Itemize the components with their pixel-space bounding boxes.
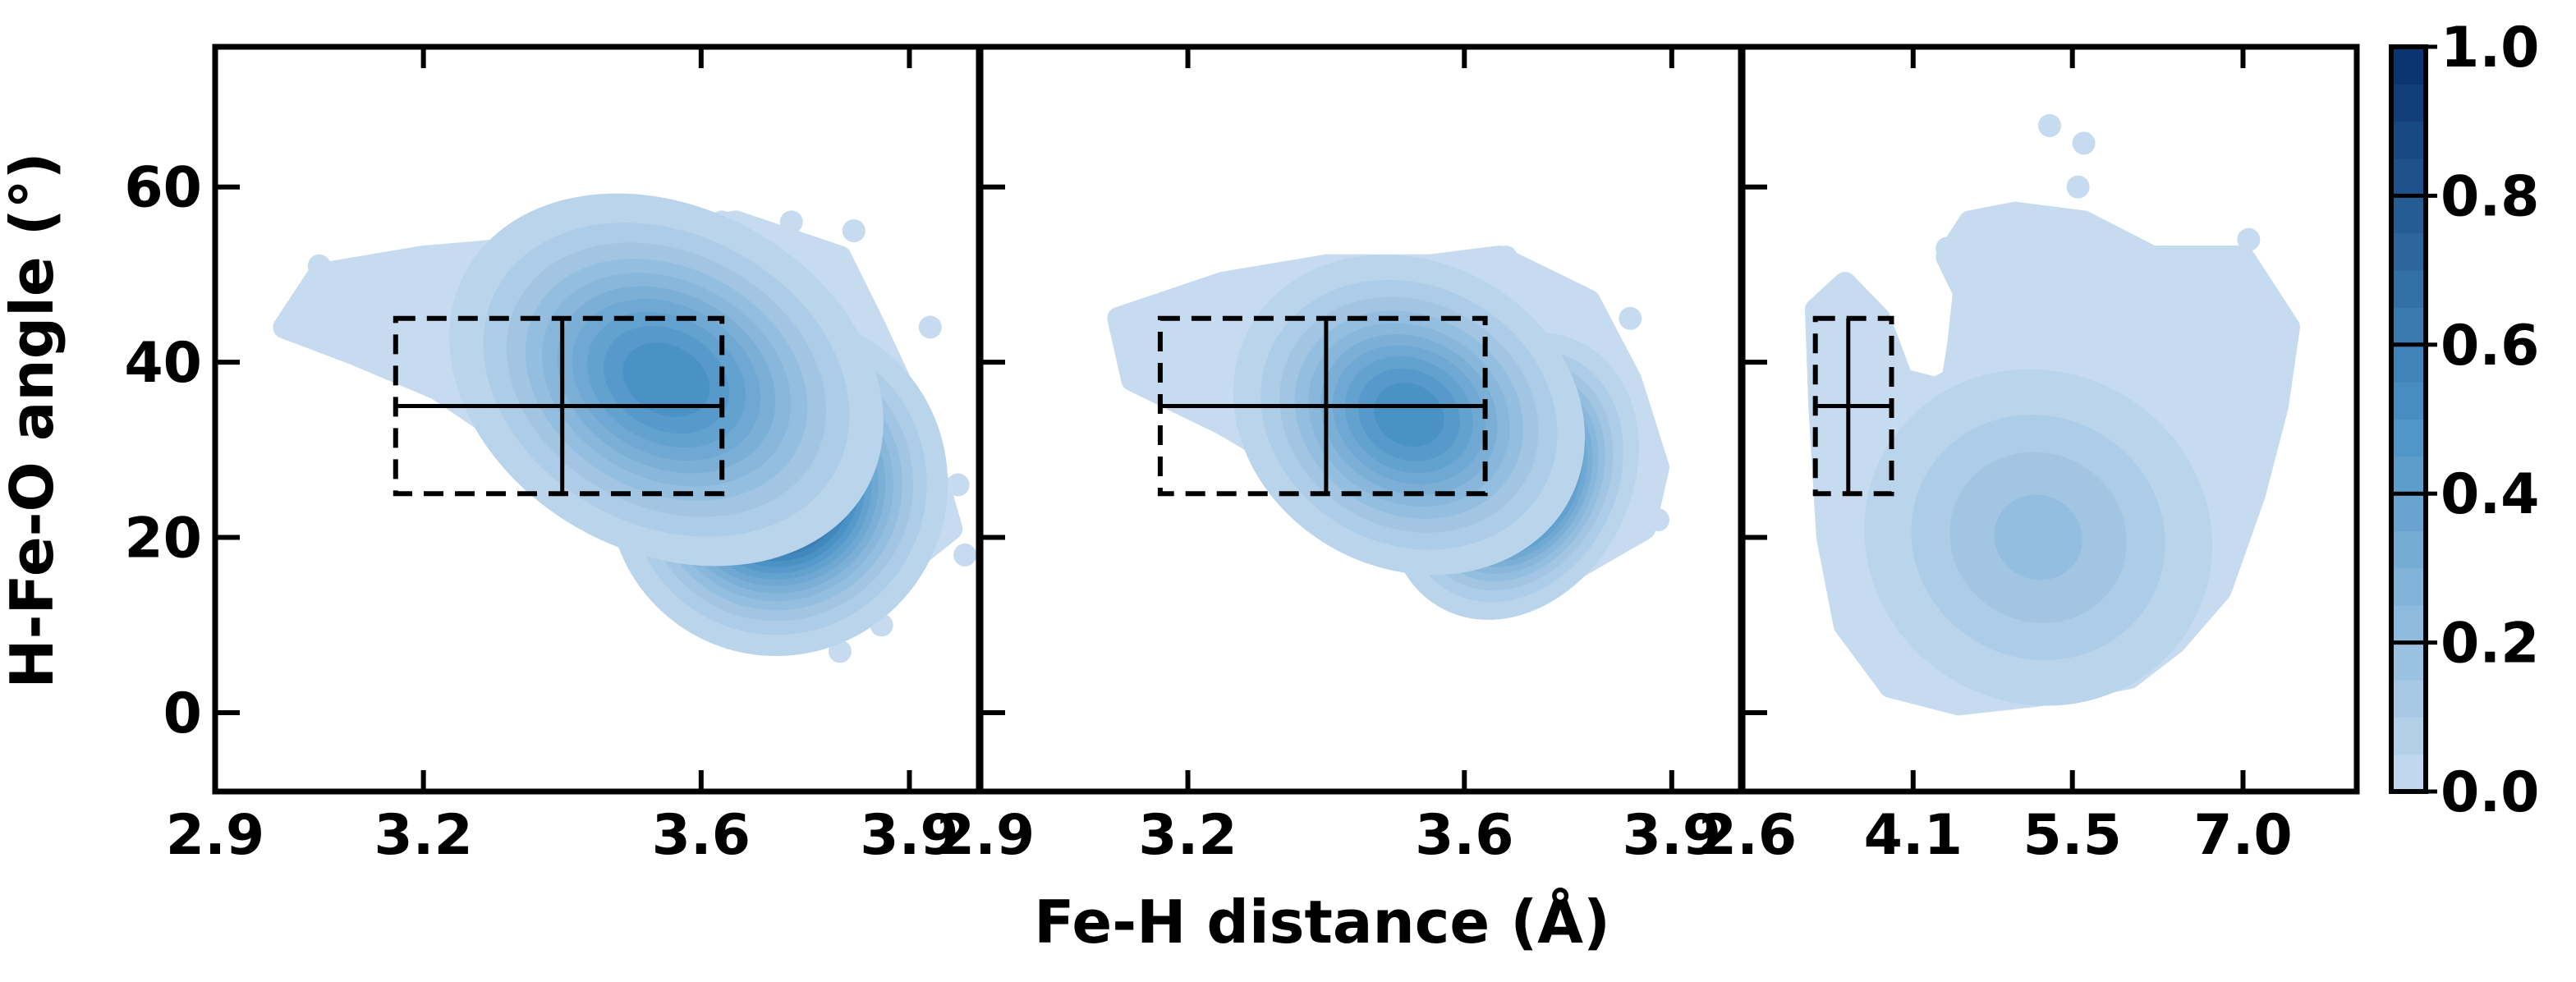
colorbar-segment <box>2391 530 2426 569</box>
scatter-point <box>918 315 942 339</box>
scatter-point <box>2066 175 2090 199</box>
scatter-point <box>1981 210 2004 234</box>
scatter-point <box>307 254 331 278</box>
x-tick-label: 3.2 <box>374 803 472 868</box>
colorbar-segment <box>2391 605 2426 644</box>
scatter-point <box>779 210 803 234</box>
panel-frame <box>1739 44 2360 795</box>
x-tick-label: 3.2 <box>1138 803 1237 868</box>
scatter-point <box>1935 236 1959 260</box>
colorbar-segment <box>2391 456 2426 494</box>
scatter-point <box>1494 246 1518 269</box>
y-tick-label: 0 <box>163 681 202 746</box>
x-tick-label: 7.0 <box>2193 803 2292 868</box>
x-tick-label: 3.9 <box>1623 803 1721 868</box>
x-tick-label: 3.6 <box>652 803 751 868</box>
colorbar-segment <box>2391 679 2426 718</box>
colorbar-segment <box>2391 717 2426 755</box>
scatter-point <box>2237 227 2261 251</box>
x-tick-label: 3.6 <box>1415 803 1513 868</box>
panel-3-plot: 2.6 4.1 5.5 7.0 <box>1698 44 2360 868</box>
colorbar-segment <box>2391 158 2426 196</box>
panel-1-overlay: 2.9 3.2 3.6 3.9 0 20 40 60 <box>124 44 982 868</box>
density-contour <box>1374 383 1444 447</box>
y-tick-label: 60 <box>124 156 202 221</box>
x-axis-title: Fe-H distance (Å) <box>1034 888 1610 957</box>
panel-2-density <box>1107 246 1669 620</box>
colorbar-tick-label: 0.2 <box>2441 612 2539 677</box>
colorbar-tick-label: 0.0 <box>2441 760 2539 825</box>
scatter-point <box>273 315 296 339</box>
colorbar-segment <box>2391 84 2426 122</box>
colorbar-segment <box>2391 419 2426 457</box>
scatter-point <box>1646 508 1669 532</box>
scatter-point <box>2015 210 2039 234</box>
scatter-point <box>1231 280 1255 304</box>
x-tick-label: 3.9 <box>860 803 958 868</box>
colorbar-segment <box>2391 270 2426 309</box>
scatter-point <box>1107 306 1131 330</box>
colorbar-tick-label: 0.8 <box>2441 164 2539 229</box>
colorbar-segment <box>2391 567 2426 606</box>
scatter-point <box>842 219 866 243</box>
x-tick-label: 5.5 <box>2023 803 2121 868</box>
panel-3-overlay: 2.6 4.1 5.5 7.0 <box>1698 44 2360 868</box>
colorbar-segment <box>2391 754 2426 792</box>
colorbar-segment <box>2391 344 2426 383</box>
x-tick-label: 2.9 <box>936 803 1035 868</box>
scatter-point <box>1619 306 1642 330</box>
colorbar-segment <box>2391 232 2426 271</box>
y-axis-title: H-Fe-O angle (°) <box>0 152 67 688</box>
scatter-point <box>1121 359 1145 383</box>
scatter-point <box>2038 114 2061 137</box>
density-contour <box>1994 494 2082 580</box>
density-contour <box>622 342 710 417</box>
scatter-point <box>953 543 977 567</box>
panel-1-plot: 2.9 3.2 3.6 3.9 0 20 40 60 <box>124 44 982 868</box>
scatter-point <box>2266 298 2289 322</box>
scatter-point <box>946 473 970 497</box>
colorbar-segment <box>2391 195 2426 234</box>
colorbar-segment <box>2391 47 2426 85</box>
colorbar-segment <box>2391 642 2426 681</box>
scatter-point <box>2072 131 2096 155</box>
panel-3-density <box>1805 114 2300 716</box>
colorbar-segment <box>2391 382 2426 420</box>
colorbar-segment <box>2391 121 2426 159</box>
colorbar-segment <box>2391 493 2426 532</box>
x-tick-label: 4.1 <box>1864 803 1963 868</box>
scatter-point <box>1805 298 1828 322</box>
colorbar-tick-label: 1.0 <box>2441 16 2539 80</box>
scatter-point <box>2151 246 2175 269</box>
colorbar-segment <box>2391 307 2426 346</box>
y-tick-label: 20 <box>124 507 202 571</box>
x-tick-label: 2.6 <box>1698 803 1797 868</box>
x-tick-label: 2.9 <box>166 803 264 868</box>
y-tick-label: 40 <box>124 331 202 396</box>
colorbar-tick-label: 0.6 <box>2441 314 2539 379</box>
panel-2-plot: 2.9 3.2 3.6 3.9 <box>936 44 1744 868</box>
colorbar-tick-label: 0.4 <box>2441 462 2539 527</box>
scatter-point <box>2083 219 2107 243</box>
colorbar: 0.0 0.2 0.4 0.6 0.8 1.0 <box>2389 16 2539 825</box>
panel-1-density <box>273 193 977 663</box>
